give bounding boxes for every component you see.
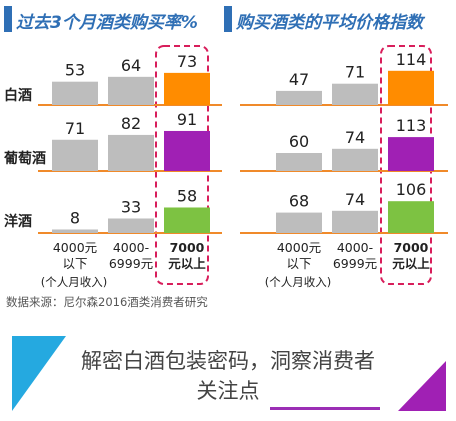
category-label: 以下 bbox=[286, 256, 311, 271]
bar-value-label: 64 bbox=[121, 56, 141, 75]
category-label: 以下 bbox=[62, 256, 87, 271]
bar bbox=[164, 207, 210, 233]
footer-underline bbox=[270, 407, 380, 410]
row-label: 洋酒 bbox=[4, 213, 32, 230]
bar-value-label: 91 bbox=[177, 110, 197, 129]
bar-value-label: 47 bbox=[289, 70, 309, 89]
category-label: 7000 bbox=[170, 240, 205, 255]
bar bbox=[276, 153, 322, 171]
bar bbox=[332, 210, 378, 233]
bar-value-label: 71 bbox=[345, 63, 365, 82]
footer-left-triangle bbox=[12, 336, 66, 411]
category-label: 4000- bbox=[337, 240, 373, 255]
income-note: (个人月收入) bbox=[265, 275, 331, 289]
category-label: 6999元 bbox=[333, 256, 377, 271]
bar bbox=[108, 134, 154, 171]
footer-right-triangle bbox=[398, 361, 446, 411]
bar-value-label: 82 bbox=[121, 114, 141, 133]
bar bbox=[276, 90, 322, 105]
bar-value-label: 8 bbox=[70, 208, 80, 227]
bar bbox=[164, 72, 210, 105]
bar-value-label: 106 bbox=[396, 180, 427, 199]
bar-value-label: 68 bbox=[289, 192, 309, 211]
bar bbox=[332, 148, 378, 171]
row-label: 白酒 bbox=[4, 87, 32, 104]
bar bbox=[164, 130, 210, 171]
bar-value-label: 114 bbox=[396, 50, 427, 69]
bar-value-label: 60 bbox=[289, 132, 309, 151]
category-label: 7000 bbox=[394, 240, 429, 255]
bar-value-label: 74 bbox=[345, 128, 365, 147]
bar-value-label: 58 bbox=[177, 186, 197, 205]
right-chart-title: 购买酒类的平均价格指数 bbox=[236, 13, 423, 33]
data-source-note: 数据来源：尼尔森2016酒类消费者研究 bbox=[6, 295, 208, 309]
bar-value-label: 74 bbox=[345, 190, 365, 209]
bar bbox=[332, 83, 378, 105]
category-label: 4000元 bbox=[53, 240, 97, 255]
left-chart-title: 过去3个月酒类购买率% bbox=[16, 13, 198, 33]
category-label: 4000元 bbox=[277, 240, 321, 255]
bar bbox=[388, 137, 434, 171]
category-label: 4000- bbox=[113, 240, 149, 255]
category-label: 6999元 bbox=[109, 256, 153, 271]
bar bbox=[108, 76, 154, 105]
footer-line-1: 解密白酒包装密码，洞察消费者 bbox=[81, 349, 375, 373]
bar bbox=[52, 81, 98, 105]
bar-value-label: 71 bbox=[65, 119, 85, 138]
left-header-accent bbox=[4, 6, 12, 32]
bar-value-label: 33 bbox=[121, 197, 141, 216]
highlight-box-1 bbox=[155, 45, 209, 285]
category-label: 元以上 bbox=[168, 256, 206, 271]
bar bbox=[52, 139, 98, 171]
footer-line-2: 关注点 bbox=[196, 379, 260, 403]
bar bbox=[388, 70, 434, 105]
bar-value-label: 113 bbox=[396, 116, 427, 135]
row-label: 葡萄酒 bbox=[3, 150, 46, 167]
bar-value-label: 53 bbox=[65, 61, 85, 80]
bar bbox=[52, 229, 98, 233]
bar bbox=[388, 201, 434, 233]
bar-value-label: 73 bbox=[177, 52, 197, 71]
footer-headline: 解密白酒包装密码，洞察消费者 关注点 bbox=[40, 346, 416, 406]
bar bbox=[108, 218, 154, 233]
income-note: (个人月收入) bbox=[41, 275, 107, 289]
bar bbox=[276, 212, 322, 233]
category-label: 元以上 bbox=[392, 256, 430, 271]
right-header-accent bbox=[224, 6, 232, 32]
